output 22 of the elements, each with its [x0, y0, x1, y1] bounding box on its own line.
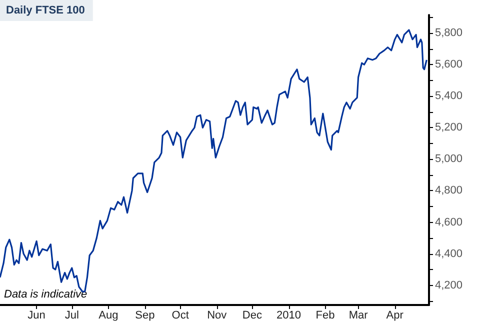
y-tick-label: 4,400 [435, 248, 463, 260]
x-tick-label: Jul [64, 310, 79, 322]
y-tick-label: 5,000 [435, 153, 463, 166]
x-tick-label: 2010 [276, 310, 301, 322]
y-tick-label: 5,800 [435, 27, 463, 40]
x-tick-label: Sep [135, 310, 155, 322]
y-tick-label: 5,400 [435, 90, 463, 102]
x-tick-label: Feb [316, 310, 335, 322]
x-tick-label: Jun [28, 310, 46, 322]
chart-title: Daily FTSE 100 [6, 4, 85, 16]
y-tick-label: 4,600 [435, 216, 463, 228]
x-tick-label: Apr [386, 310, 404, 322]
y-tick-label: 4,800 [435, 184, 463, 197]
y-tick-label: 5,200 [435, 122, 463, 134]
x-tick-label: Nov [207, 310, 228, 322]
x-tick-label: Oct [172, 310, 189, 322]
annotation: Data is indicative [4, 288, 88, 300]
y-tick-label: 5,600 [435, 58, 463, 71]
x-tick-label: Dec [242, 310, 262, 322]
y-tick-label: 4,200 [435, 279, 463, 292]
x-tick-label: Aug [98, 310, 118, 322]
x-tick-label: Mar [348, 310, 368, 322]
